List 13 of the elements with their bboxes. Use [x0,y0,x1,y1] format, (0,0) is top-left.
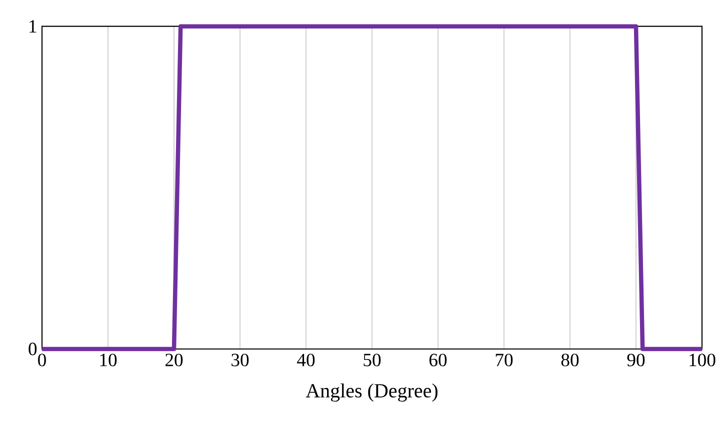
x-tick-label: 70 [496,354,513,366]
y-tick-label: 1 [30,20,36,32]
x-tick-label: 90 [627,354,645,366]
x-axis-title: Angles (Degree) [306,383,438,402]
x-tick-label: 10 [100,354,117,366]
x-tick-label: 100 [690,354,716,366]
x-tick-label: 60 [429,354,447,366]
x-tick-label: 50 [364,354,381,366]
x-tick-label: 30 [232,354,249,366]
x-tick-label: 20 [165,354,183,366]
x-tick-label: 40 [297,354,315,366]
x-tick-label: 0 [38,354,46,366]
x-tick-label: 80 [561,354,579,366]
